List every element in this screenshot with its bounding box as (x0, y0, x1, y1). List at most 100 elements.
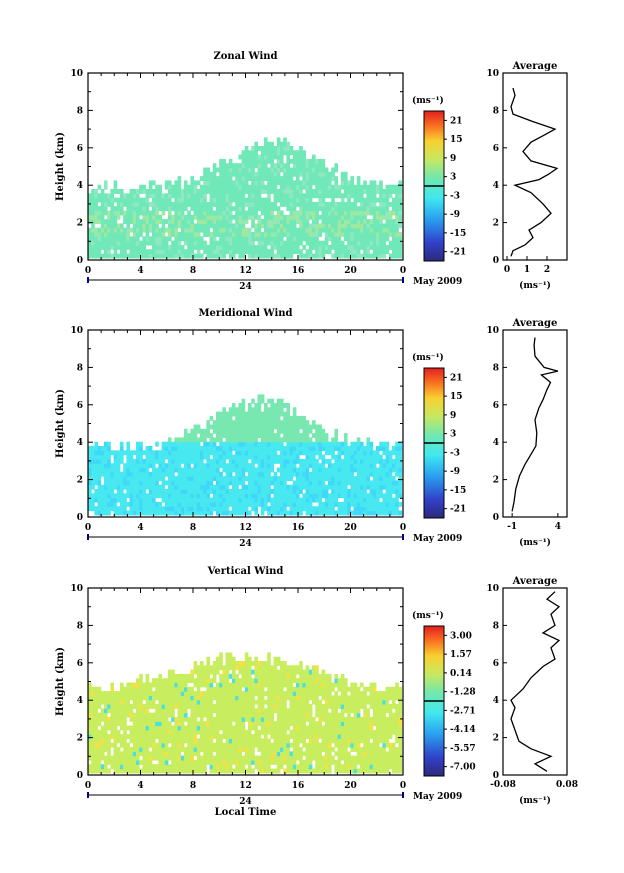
colorbar-tick-label: -21 (450, 505, 466, 515)
average-y-tick-label: 0 (493, 513, 499, 523)
colorbar-tick-label: -3 (450, 191, 460, 201)
colorbar-unit: (ms⁻¹) (412, 352, 444, 363)
colorbar-tick-label: 1.57 (450, 650, 472, 660)
colorbar-tick-label: -15 (450, 486, 466, 496)
y-tick-label: 8 (77, 106, 83, 116)
colorbar-tick-label: 15 (450, 392, 463, 402)
y-tick-label: 10 (70, 584, 83, 594)
average-frame (502, 72, 568, 261)
average-title: Average (512, 318, 558, 329)
x-tick-label: 0 (85, 523, 91, 533)
y-tick-label: 10 (70, 69, 83, 79)
y-tick-label: 2 (77, 476, 83, 486)
month-label: May 2009 (413, 534, 462, 544)
average-x-tick-label: 2 (544, 265, 550, 275)
x-tick-label: 16 (292, 523, 305, 533)
average-unit: (ms⁻¹) (519, 537, 551, 548)
average-y-tick-label: 0 (493, 771, 499, 781)
y-tick-label: 0 (77, 256, 83, 266)
colorbar-tick-label: 3.00 (450, 631, 472, 641)
x-tick-label: 4 (137, 266, 143, 276)
panel-title: Zonal Wind (213, 51, 277, 62)
colorbar-tick-label: -3 (450, 448, 460, 458)
x-tick-label: 4 (137, 523, 143, 533)
date-label: 24 (239, 539, 252, 549)
colorbar-tick-label: -7.00 (450, 763, 476, 773)
x-tick-label: 20 (344, 781, 357, 791)
x-tick-label: 20 (344, 266, 357, 276)
heatmap-cells (88, 394, 402, 516)
colorbar-tick-label: 0.14 (450, 669, 472, 679)
x-tick-label: 0 (85, 266, 91, 276)
x-tick-label: 12 (239, 523, 252, 533)
average-profile-line (511, 337, 559, 512)
average-title: Average (512, 576, 558, 587)
y-tick-label: 10 (70, 326, 83, 336)
average-y-tick-label: 0 (493, 256, 499, 266)
average-frame (502, 329, 568, 518)
colorbar-tick-label: -5.57 (450, 744, 476, 754)
y-tick-label: 4 (77, 438, 83, 448)
x-tick-label: 20 (344, 523, 357, 533)
average-y-tick-label: 2 (493, 476, 499, 486)
x-tick-label: 8 (190, 781, 196, 791)
colorbar-unit: (ms⁻¹) (412, 95, 444, 106)
date-label: 24 (239, 797, 252, 807)
y-tick-label: 2 (77, 219, 83, 229)
average-y-tick-label: 8 (493, 106, 499, 116)
average-y-tick-label: 4 (493, 181, 499, 191)
x-tick-label: 0 (85, 781, 91, 791)
x-axis-label: Local Time (215, 807, 277, 818)
average-profile-line (510, 591, 561, 772)
y-tick-label: 8 (77, 621, 83, 631)
colorbar-tick-label: -9 (450, 467, 460, 477)
colorbar-tick-label: -15 (450, 229, 466, 239)
average-x-tick-label: 0.08 (556, 780, 578, 790)
month-label: May 2009 (413, 792, 462, 802)
heatmap-cells (88, 137, 402, 259)
colorbar-tick-label: 9 (450, 411, 456, 421)
y-tick-label: 0 (77, 513, 83, 523)
y-tick-label: 8 (77, 363, 83, 373)
average-y-tick-label: 6 (493, 144, 499, 154)
average-title: Average (512, 61, 558, 72)
heatmap-cells (88, 652, 402, 774)
y-tick-label: 2 (77, 734, 83, 744)
average-y-tick-label: 8 (493, 363, 499, 373)
colorbar-tick-label: -2.71 (450, 706, 476, 716)
average-y-tick-label: 8 (493, 621, 499, 631)
colorbar-tick-label: -4.14 (450, 725, 476, 735)
x-tick-label: 0 (400, 266, 406, 276)
date-label: 24 (239, 282, 252, 292)
colorbar-tick-label: 9 (450, 154, 456, 164)
average-x-tick-label: 4 (555, 522, 561, 532)
average-x-tick-label: -0.08 (490, 780, 516, 790)
x-tick-label: 8 (190, 266, 196, 276)
average-y-tick-label: 6 (493, 401, 499, 411)
y-tick-label: 4 (77, 181, 83, 191)
colorbar-tick-label: -1.28 (450, 688, 476, 698)
y-tick-label: 6 (77, 659, 83, 669)
x-tick-label: 12 (239, 781, 252, 791)
month-label: May 2009 (413, 277, 462, 287)
x-tick-label: 0 (400, 523, 406, 533)
colorbar-tick-label: 21 (450, 373, 463, 383)
colorbar-tick-label: -21 (450, 248, 466, 258)
y-axis-label: Height (km) (55, 389, 66, 458)
average-y-tick-label: 2 (493, 219, 499, 229)
average-frame (502, 587, 568, 776)
average-y-tick-label: 10 (486, 326, 499, 336)
panel-title: Meridional Wind (198, 308, 292, 319)
y-tick-label: 4 (77, 696, 83, 706)
average-y-tick-label: 2 (493, 734, 499, 744)
average-x-tick-label: -1 (507, 522, 517, 532)
average-y-tick-label: 4 (493, 696, 499, 706)
average-y-tick-label: 4 (493, 438, 499, 448)
y-tick-label: 0 (77, 771, 83, 781)
colorbar-tick-label: -9 (450, 210, 460, 220)
average-unit: (ms⁻¹) (519, 280, 551, 291)
panel-title: Vertical Wind (207, 566, 284, 577)
x-tick-label: 16 (292, 266, 305, 276)
average-y-tick-label: 10 (486, 584, 499, 594)
